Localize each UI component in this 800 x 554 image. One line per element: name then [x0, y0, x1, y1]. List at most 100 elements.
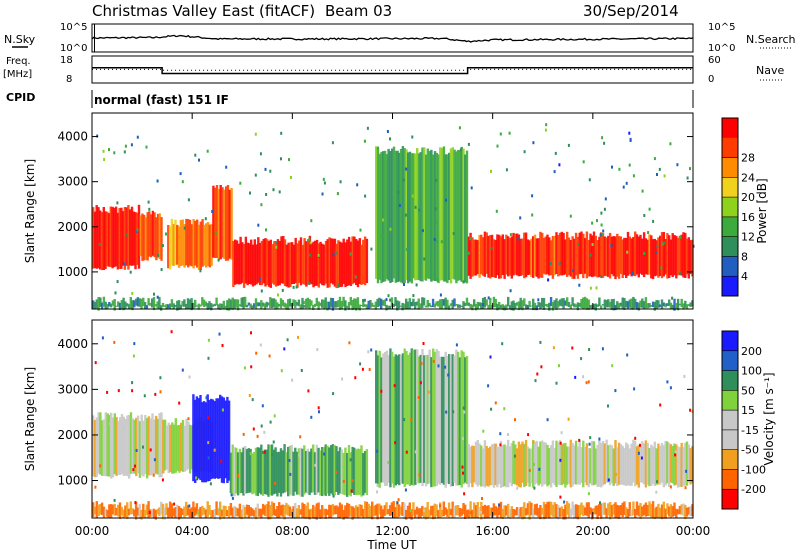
data-cell — [249, 448, 252, 493]
speckle — [335, 470, 337, 474]
data-cell — [140, 509, 143, 520]
data-cell — [612, 298, 615, 311]
data-cell — [247, 302, 250, 306]
data-cell — [170, 218, 174, 266]
data-cell — [442, 146, 446, 282]
data-cell — [269, 297, 272, 308]
data-cell — [517, 301, 521, 311]
data-cell — [637, 236, 640, 278]
data-cell — [666, 233, 669, 279]
data-cell — [109, 303, 113, 308]
data-cell — [245, 504, 249, 515]
speckle — [505, 168, 508, 172]
data-cell — [682, 303, 685, 310]
data-cell — [487, 448, 490, 487]
data-cell — [659, 235, 662, 276]
speckle — [659, 403, 662, 407]
speckle — [207, 441, 210, 445]
data-cell — [131, 418, 134, 474]
data-cell — [174, 418, 177, 473]
data-cell — [333, 505, 336, 515]
speckle — [252, 427, 255, 431]
data-cell — [181, 301, 184, 307]
data-cell — [458, 508, 462, 517]
data-cell — [185, 303, 188, 310]
data-cell — [657, 443, 660, 485]
speckle — [559, 441, 562, 445]
data-cell — [410, 301, 413, 307]
data-cell — [250, 239, 253, 285]
speckle — [178, 401, 181, 405]
speckle — [377, 146, 379, 150]
data-cell — [635, 501, 639, 516]
data-cell — [414, 349, 417, 485]
data-cell — [295, 508, 299, 519]
data-cell — [532, 236, 535, 278]
data-cell — [610, 236, 614, 275]
speckle — [538, 467, 541, 471]
speckle — [389, 227, 392, 231]
data-cell — [267, 302, 270, 306]
data-cell — [330, 238, 333, 284]
colorbar-frame — [721, 330, 739, 510]
speckle — [589, 253, 592, 257]
data-cell — [344, 447, 347, 496]
data-cell — [680, 442, 683, 487]
data-cell — [115, 417, 118, 476]
data-cell — [446, 154, 449, 284]
data-cell — [551, 504, 555, 517]
data-cell — [635, 446, 639, 485]
data-cell — [100, 212, 104, 271]
speckle — [537, 298, 540, 302]
speckle — [265, 193, 268, 196]
speckle — [531, 213, 534, 217]
data-cell — [517, 234, 521, 277]
speckle — [156, 179, 159, 183]
data-cell — [310, 300, 313, 306]
data-cell — [557, 505, 560, 520]
data-cell — [226, 300, 229, 311]
data-cell — [512, 509, 515, 518]
data-cell — [258, 508, 261, 517]
data-cell — [483, 440, 487, 488]
data-cell — [417, 356, 421, 484]
data-cell — [372, 305, 376, 307]
data-region — [375, 146, 469, 284]
data-cell — [195, 305, 199, 307]
data-cell — [583, 238, 587, 274]
speckle — [516, 237, 519, 241]
data-cell — [394, 150, 397, 283]
data-cell — [544, 303, 547, 307]
data-cell — [437, 509, 440, 518]
data-cell — [240, 509, 243, 520]
data-cell — [265, 449, 268, 495]
data-cell — [229, 503, 233, 516]
data-cell — [678, 505, 682, 515]
data-cell — [476, 440, 479, 487]
data-cell — [382, 151, 385, 282]
data-cell — [505, 304, 508, 310]
speckle — [648, 207, 651, 211]
speckle — [533, 462, 535, 466]
data-cell — [408, 352, 412, 487]
data-cell — [172, 223, 175, 266]
data-cell — [546, 303, 549, 308]
speckle — [349, 252, 352, 256]
data-cell — [380, 357, 383, 483]
data-cell — [406, 505, 410, 517]
data-cell — [407, 152, 410, 284]
speckle — [494, 401, 497, 405]
data-cell — [423, 147, 426, 280]
data-cell — [433, 503, 436, 519]
data-cell — [342, 452, 345, 495]
data-cell — [526, 446, 530, 483]
speckle — [434, 207, 437, 211]
y-tick-label: 2000 — [57, 428, 88, 442]
speckle — [206, 149, 209, 153]
speckle — [490, 407, 493, 411]
data-cell — [317, 447, 320, 493]
data-cell — [619, 236, 623, 274]
speckle — [299, 435, 302, 439]
data-cell — [562, 298, 565, 309]
data-cell — [151, 210, 154, 256]
